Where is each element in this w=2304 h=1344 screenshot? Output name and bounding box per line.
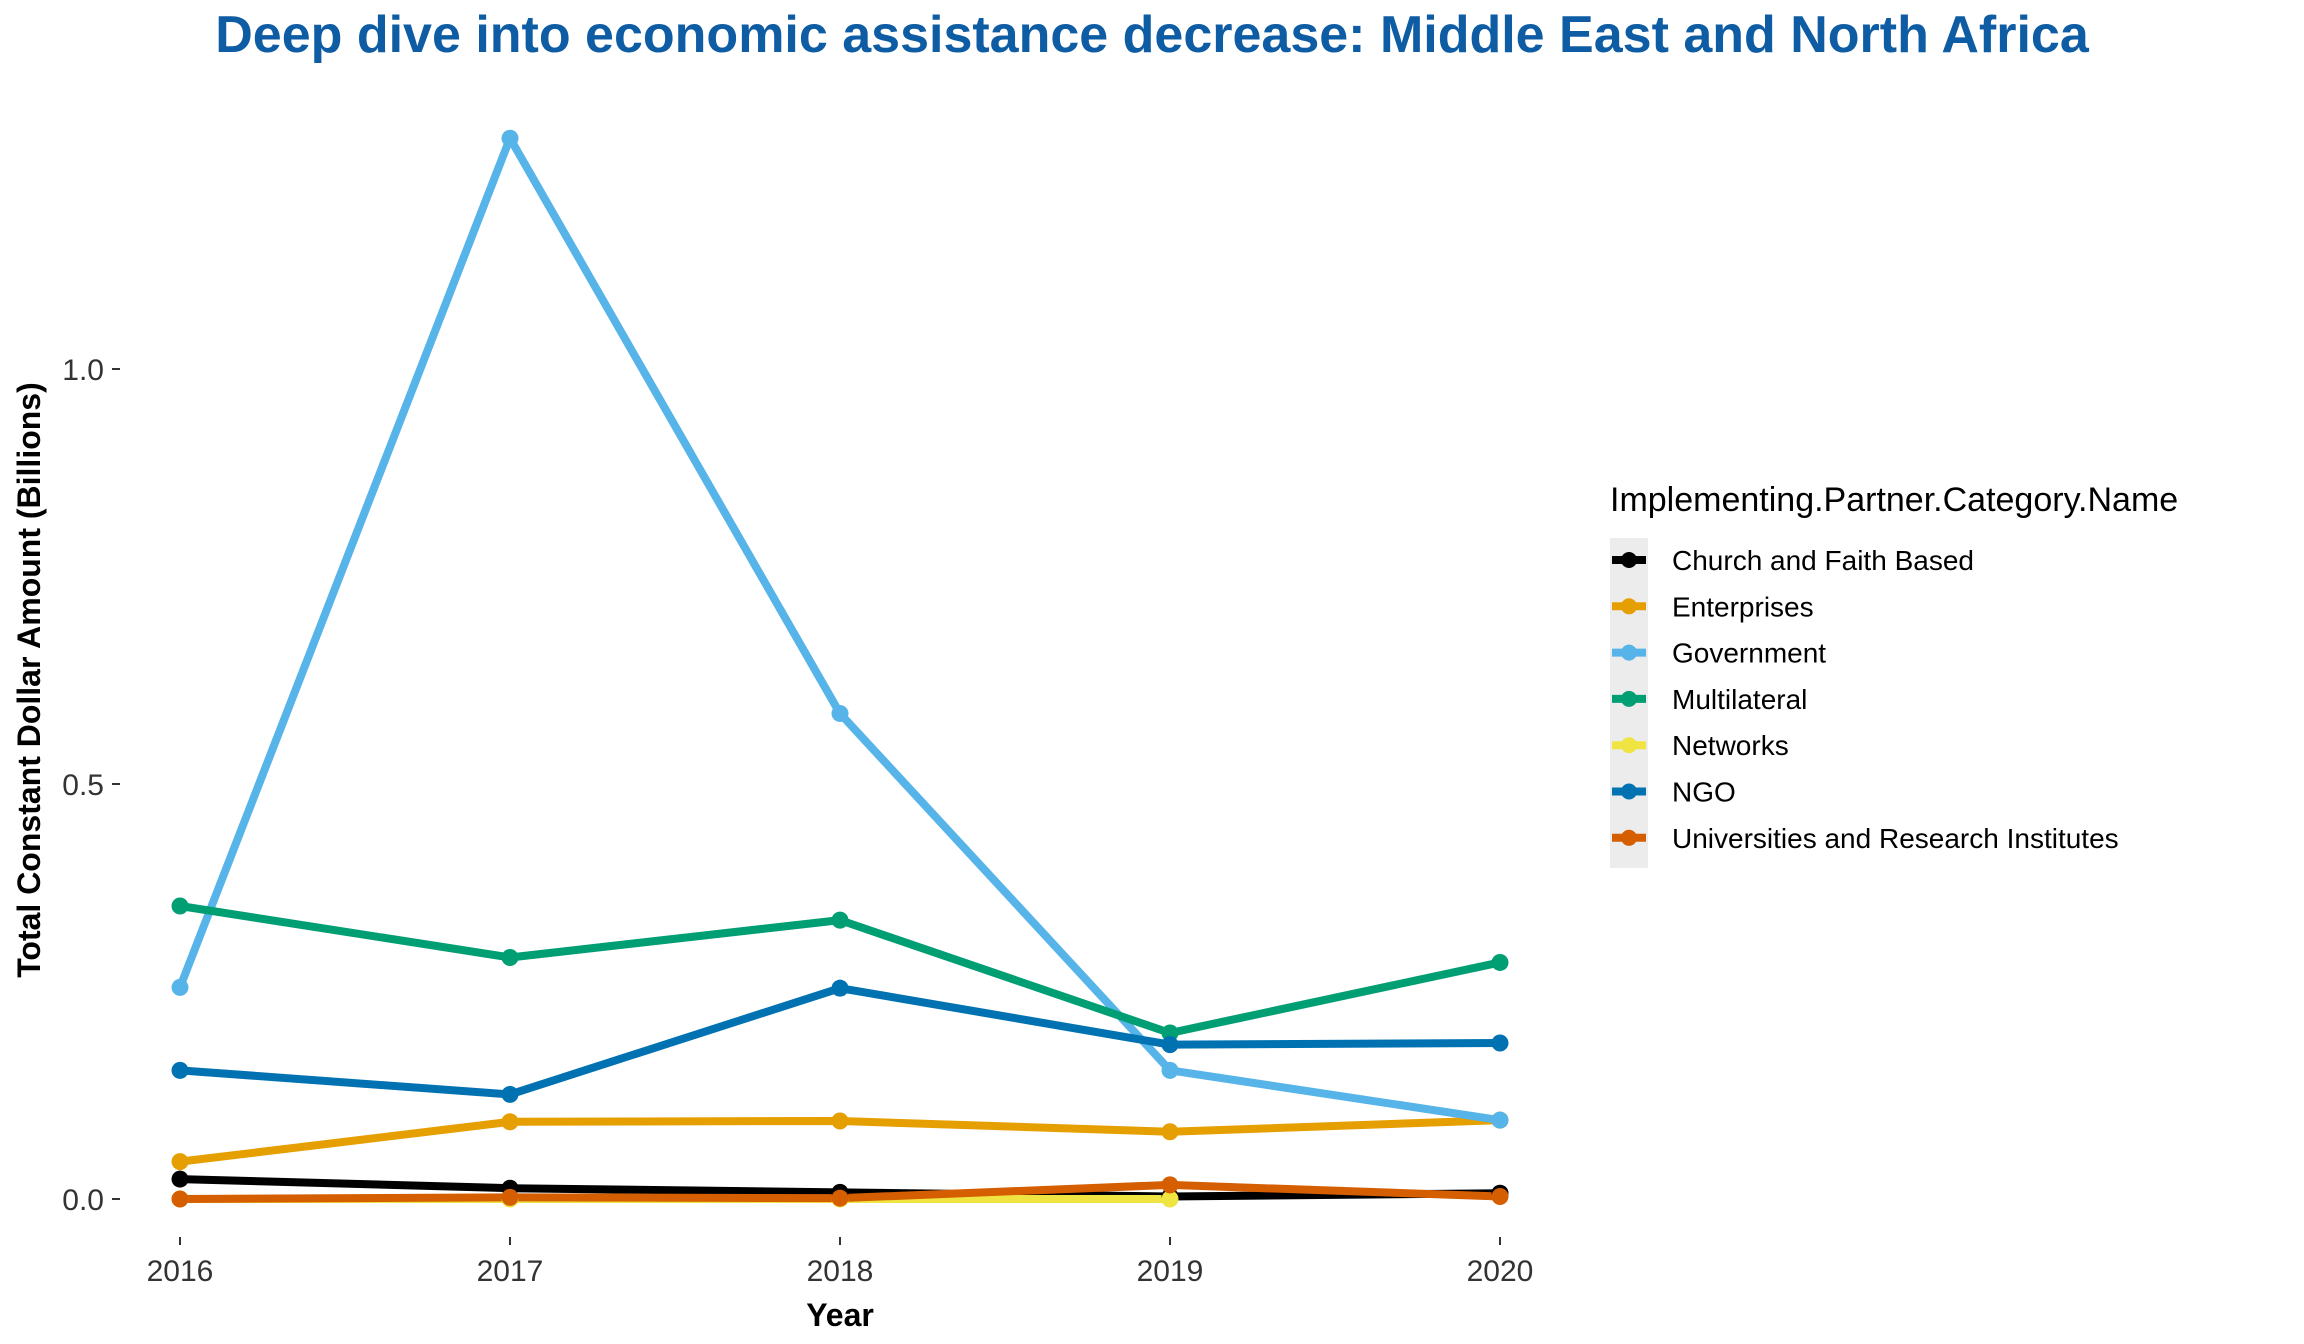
legend-swatch-point-multilateral bbox=[1621, 690, 1637, 707]
data-point-multilateral bbox=[171, 897, 189, 915]
series-lines bbox=[176, 134, 1501, 1203]
legend: Implementing.Partner.Category.Name Churc… bbox=[1610, 481, 2178, 868]
y-tick-label: 0.0 bbox=[62, 1184, 104, 1217]
data-point-networks bbox=[1161, 1190, 1179, 1208]
legend-items: Church and Faith Based Enterprises Governm… bbox=[1610, 538, 2119, 868]
data-point-ngo bbox=[501, 1085, 519, 1103]
data-point-government bbox=[831, 704, 849, 722]
legend-label-enterprises: Enterprises bbox=[1672, 591, 1814, 622]
legend-title: Implementing.Partner.Category.Name bbox=[1610, 481, 2178, 519]
y-axis: 0.0 0.5 1.0 bbox=[62, 354, 120, 1217]
data-point-universities-and-research-institutes bbox=[831, 1189, 849, 1207]
data-point-multilateral bbox=[501, 948, 519, 966]
legend-swatch-point-church-and-faith-based bbox=[1621, 552, 1637, 568]
legend-label-multilateral: Multilateral bbox=[1672, 684, 1807, 715]
data-point-universities-and-research-institutes bbox=[1491, 1188, 1509, 1206]
y-tick-label: 1.0 bbox=[62, 354, 104, 387]
legend-label-networks: Networks bbox=[1672, 730, 1789, 761]
data-point-government bbox=[1161, 1061, 1179, 1079]
data-point-multilateral bbox=[1491, 953, 1509, 971]
y-tick-label: 0.5 bbox=[62, 769, 104, 802]
data-point-ngo bbox=[1491, 1034, 1509, 1052]
data-point-ngo bbox=[831, 979, 849, 997]
legend-label-government: Government bbox=[1672, 638, 1826, 669]
y-axis-title: Total Constant Dollar Amount (Billions) bbox=[11, 382, 47, 978]
data-point-enterprises bbox=[1161, 1123, 1179, 1141]
x-tick-label: 2019 bbox=[1137, 1255, 1204, 1288]
x-tick-label: 2018 bbox=[807, 1255, 874, 1288]
data-point-government bbox=[171, 978, 189, 996]
data-point-enterprises bbox=[501, 1113, 519, 1131]
legend-swatch-point-universities-and-research-institutes bbox=[1621, 829, 1637, 846]
data-point-universities-and-research-institutes bbox=[501, 1188, 519, 1206]
legend-swatch-point-networks bbox=[1621, 737, 1637, 754]
data-point-church-and-faith-based bbox=[171, 1170, 189, 1188]
legend-label-ngo: NGO bbox=[1672, 777, 1736, 808]
x-axis: 2016 2017 2018 2019 2020 bbox=[147, 1237, 1534, 1288]
data-point-universities-and-research-institutes bbox=[1161, 1176, 1179, 1194]
data-point-enterprises bbox=[831, 1112, 849, 1130]
legend-swatch-point-ngo bbox=[1621, 783, 1637, 800]
legend-swatch-point-government bbox=[1621, 644, 1637, 661]
data-point-universities-and-research-institutes bbox=[171, 1190, 189, 1208]
x-tick-label: 2017 bbox=[477, 1255, 544, 1288]
chart-title: Deep dive into economic assistance decre… bbox=[215, 6, 2090, 64]
data-point-government bbox=[501, 129, 519, 147]
data-point-ngo bbox=[1161, 1036, 1179, 1054]
x-axis-title: Year bbox=[806, 1297, 874, 1333]
legend-swatch-point-enterprises bbox=[1621, 598, 1637, 615]
data-point-multilateral bbox=[831, 911, 849, 929]
series-line-government bbox=[176, 134, 1501, 1125]
data-point-government bbox=[1491, 1111, 1509, 1129]
x-tick-label: 2020 bbox=[1467, 1255, 1534, 1288]
data-point-enterprises bbox=[171, 1153, 189, 1171]
x-tick-label: 2016 bbox=[147, 1255, 214, 1288]
legend-label-universities-and-research-institutes: Universities and Research Institutes bbox=[1672, 823, 2119, 854]
data-point-multilateral bbox=[1161, 1024, 1179, 1042]
series-points bbox=[171, 129, 1509, 1208]
legend-label-church-and-faith-based: Church and Faith Based bbox=[1672, 545, 1974, 576]
data-point-ngo bbox=[171, 1061, 189, 1079]
